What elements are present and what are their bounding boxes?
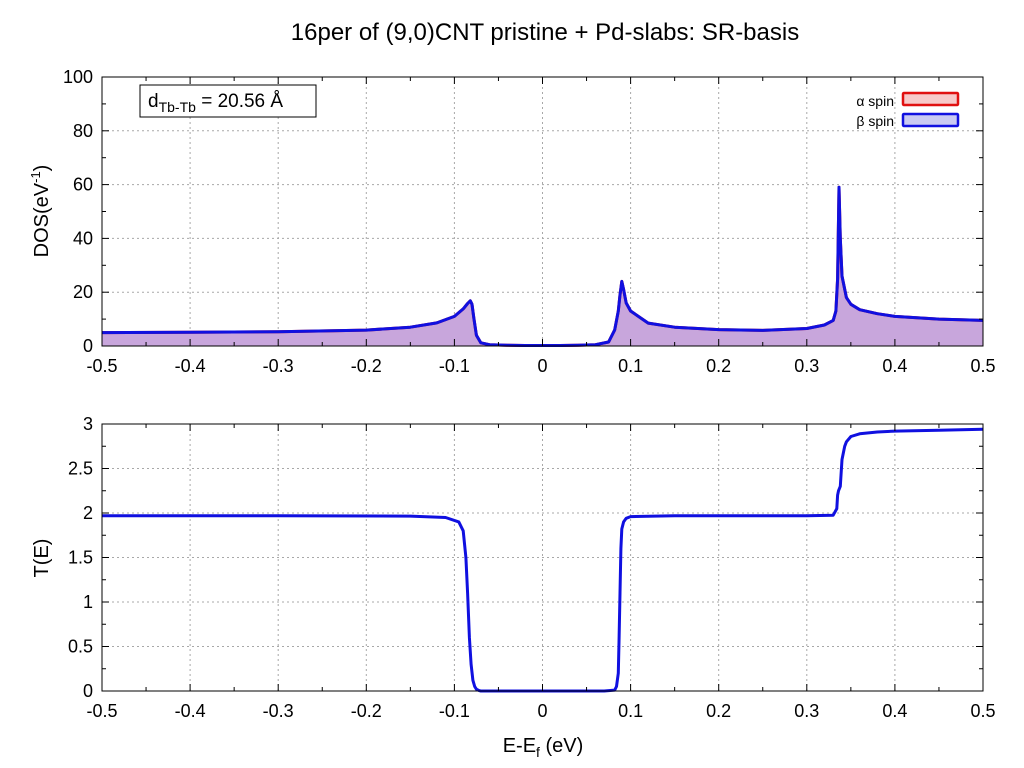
legend-swatch-beta: [901, 112, 960, 128]
transmission-grid: [102, 424, 983, 691]
dos-area-beta: [102, 187, 983, 346]
distance-annotation-text: dTb-Tb = 20.56 Å: [148, 91, 283, 115]
dos-y-axis-label: DOS(eV-1): [28, 165, 53, 258]
y-tick-label: 100: [63, 67, 93, 87]
dos-line-beta: [101, 185, 984, 347]
transmission-y-axis-label: T(E): [31, 539, 53, 578]
x-tick-label: 0.3: [794, 701, 819, 721]
dos-y-tick-labels: 0 20 40 60 80 100: [63, 67, 93, 356]
dos-x-tick-labels: -0.5 -0.4 -0.3 -0.2 -0.1 0 0.1 0.2 0.3 0.4 0.5: [86, 356, 995, 376]
x-tick-label: -0.1: [439, 701, 470, 721]
x-tick-label: 0.5: [970, 356, 995, 376]
y-tick-label: 40: [73, 228, 93, 248]
y-tick-label: 3: [83, 414, 93, 434]
x-tick-label: -0.5: [86, 356, 117, 376]
x-tick-label: -0.4: [175, 701, 206, 721]
dos-panel: -0.5 -0.4 -0.3 -0.2 -0.1 0 0.1 0.2 0.3 0.4 0.5 0 20…: [28, 67, 996, 376]
distance-annotation-box: [139, 84, 317, 118]
legend-swatch-alpha: [901, 91, 960, 107]
x-tick-label: -0.3: [263, 701, 294, 721]
y-tick-label: 60: [73, 175, 93, 195]
x-axis-label-rest: (eV): [540, 735, 583, 757]
legend-label-alpha: α spin: [856, 93, 894, 109]
x-tick-label: -0.1: [439, 356, 470, 376]
transmission-x-axis-label: E-Ef (eV): [503, 735, 584, 760]
transmission-line: [102, 427, 984, 693]
y-tick-label: 20: [73, 282, 93, 302]
x-tick-label: -0.5: [86, 701, 117, 721]
dos-y-axis-label-sup: -1: [28, 171, 43, 183]
x-tick-label: -0.2: [351, 356, 382, 376]
transmission-ticks: [101, 423, 984, 692]
x-tick-label: 0.4: [882, 356, 907, 376]
x-tick-label: 0: [537, 356, 547, 376]
transmission-x-tick-labels: -0.5 -0.4 -0.3 -0.2 -0.1 0 0.1 0.2 0.3 0.4 0.5: [86, 701, 995, 721]
transmission-panel: -0.5 -0.4 -0.3 -0.2 -0.1 0 0.1 0.2 0.3 0.4 0.5 0 0.…: [31, 414, 996, 760]
dos-plot-area: [101, 185, 984, 347]
x-axis-label-main: E-E: [503, 735, 536, 757]
y-tick-label: 0.5: [68, 637, 93, 657]
transmission-plot-area: [102, 427, 984, 693]
distance-annotation: dTb-Tb = 20.56 Å: [139, 84, 317, 118]
legend-label-beta: β spin: [856, 113, 894, 129]
dos-y-axis-label-close: ): [31, 165, 53, 172]
x-tick-label: 0.3: [794, 356, 819, 376]
dos-grid: [102, 77, 983, 346]
x-tick-label: 0.2: [706, 356, 731, 376]
y-tick-label: 1.5: [68, 548, 93, 568]
x-tick-label: -0.4: [175, 356, 206, 376]
x-axis-label-sub: f: [536, 744, 540, 760]
dos-y-axis-label-main: DOS(eV: [31, 182, 53, 257]
y-tick-label: 80: [73, 121, 93, 141]
x-tick-label: 0.1: [618, 701, 643, 721]
y-tick-label: 1: [83, 592, 93, 612]
x-tick-label: 0.4: [882, 701, 907, 721]
x-tick-label: 0.1: [618, 356, 643, 376]
transmission-y-tick-labels: 0 0.5 1 1.5 2 2.5 3: [68, 414, 93, 701]
y-tick-label: 0: [83, 336, 93, 356]
dos-legend: α spin β spin: [856, 91, 960, 129]
distance-annotation-value: = 20.56 Å: [196, 91, 283, 112]
x-tick-label: 0.2: [706, 701, 731, 721]
x-tick-label: 0: [537, 701, 547, 721]
distance-annotation-sub: Tb-Tb: [159, 99, 197, 115]
y-tick-label: 2: [83, 503, 93, 523]
distance-annotation-main: d: [148, 91, 159, 112]
y-tick-label: 0: [83, 681, 93, 701]
x-tick-label: 0.5: [970, 701, 995, 721]
figure-title: 16per of (9,0)CNT pristine + Pd-slabs: S…: [291, 19, 799, 46]
x-tick-label: -0.2: [351, 701, 382, 721]
dos-ticks: [101, 76, 984, 347]
x-tick-label: -0.3: [263, 356, 294, 376]
y-tick-label: 2.5: [68, 459, 93, 479]
